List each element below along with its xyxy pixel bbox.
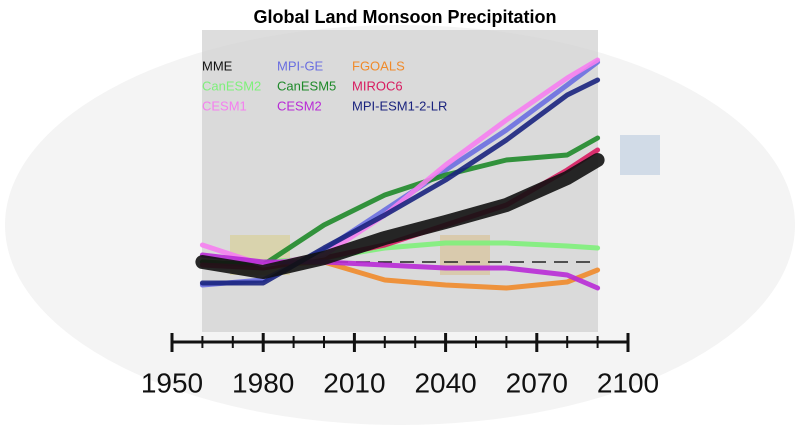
series-line <box>199 135 601 268</box>
region-patch <box>620 135 660 175</box>
chart-title: Global Land Monsoon Precipitation <box>253 7 556 27</box>
series-line <box>195 153 605 279</box>
legend-label: CESM2 <box>277 98 322 113</box>
legend-label: MME <box>202 58 233 73</box>
x-tick-label: 1950 <box>141 367 203 398</box>
legend-label: MPI-ESM1-2-LR <box>352 98 447 113</box>
legend-label: CanESM5 <box>277 78 336 93</box>
series-line <box>199 252 601 291</box>
x-tick-label: 1980 <box>232 367 294 398</box>
legend-label: MIROC6 <box>352 78 403 93</box>
legend-label: CESM1 <box>202 98 247 113</box>
x-tick-label: 2070 <box>506 367 568 398</box>
legend-label: MPI-GE <box>277 58 324 73</box>
legend-label: FGOALS <box>352 58 405 73</box>
x-tick-label: 2040 <box>414 367 476 398</box>
series-line <box>199 77 601 286</box>
x-tick-label: 2010 <box>323 367 385 398</box>
x-tick-label: 2100 <box>597 367 659 398</box>
legend-label: CanESM2 <box>202 78 261 93</box>
